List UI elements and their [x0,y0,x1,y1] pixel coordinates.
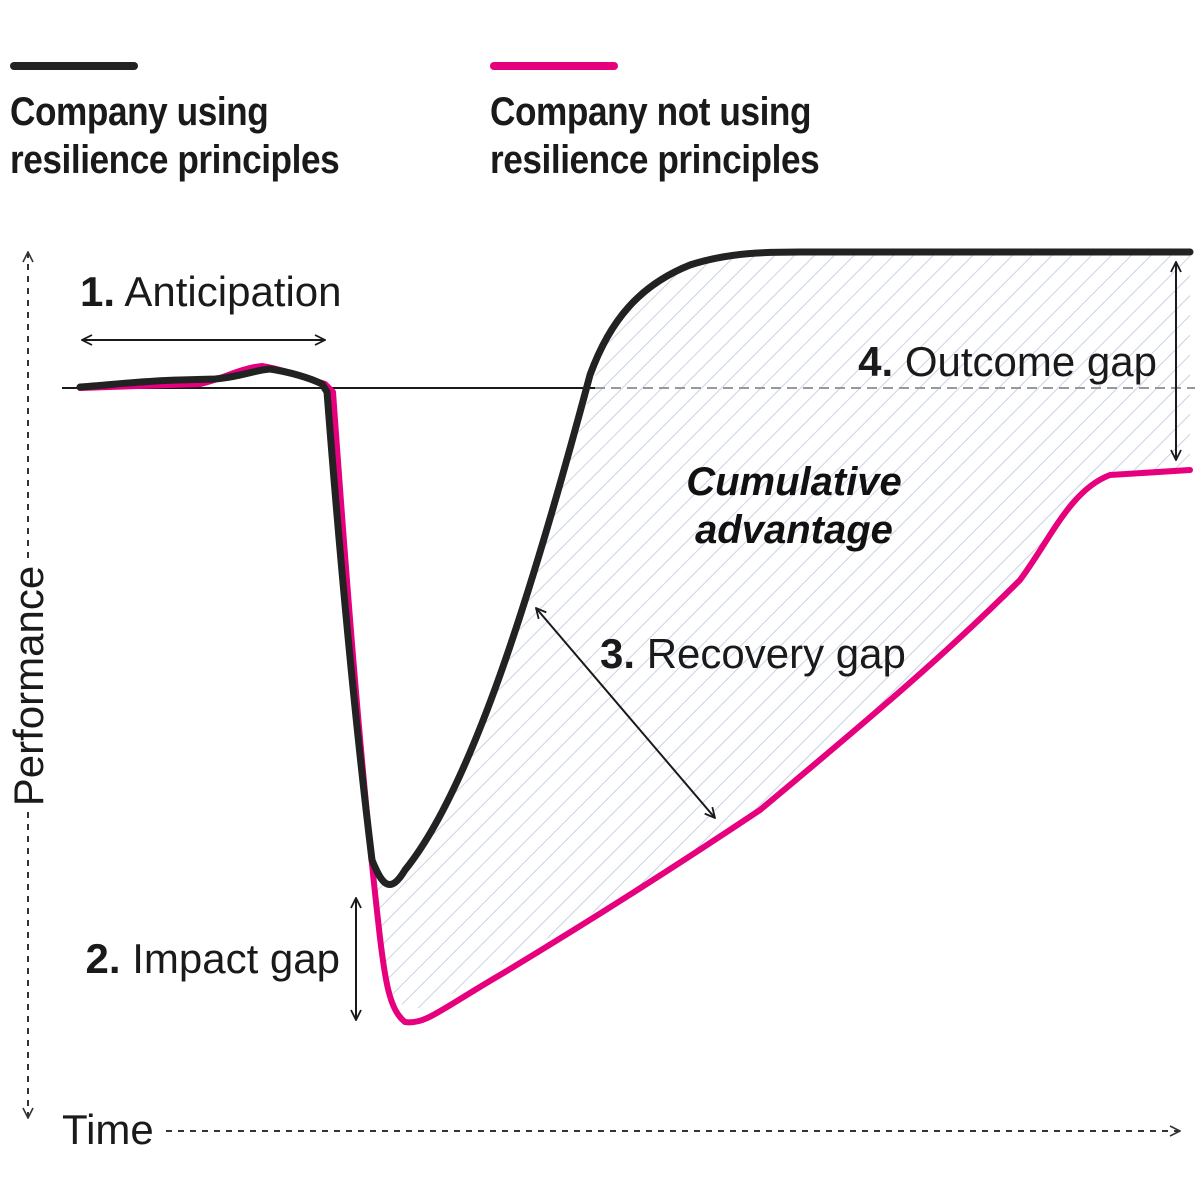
legend-label: Company not using resilience principles [490,90,820,182]
legend-label: Company using resilience principles [10,90,340,182]
cumulative-advantage-label: advantage [695,508,893,552]
recovery-gap-arrow [536,608,715,818]
legend-item-non-resilient: Company not using resilience principles [490,62,864,184]
legend-swatch-black [10,62,138,70]
y-axis-label: Performance [5,566,52,806]
legend-item-resilient: Company using resilience principles [10,62,384,184]
anticipation-label: 1. Anticipation [80,268,342,315]
curve-resilient [76,248,1194,888]
outcome-gap-label: 4. Outcome gap [858,338,1157,385]
x-axis-label: Time [62,1106,154,1153]
cumulative-advantage-label: Cumulative [686,460,902,504]
recovery-gap-label: 3. Recovery gap [600,630,906,677]
impact-gap-label: 2. Impact gap [86,935,341,982]
legend-swatch-magenta [490,62,618,70]
